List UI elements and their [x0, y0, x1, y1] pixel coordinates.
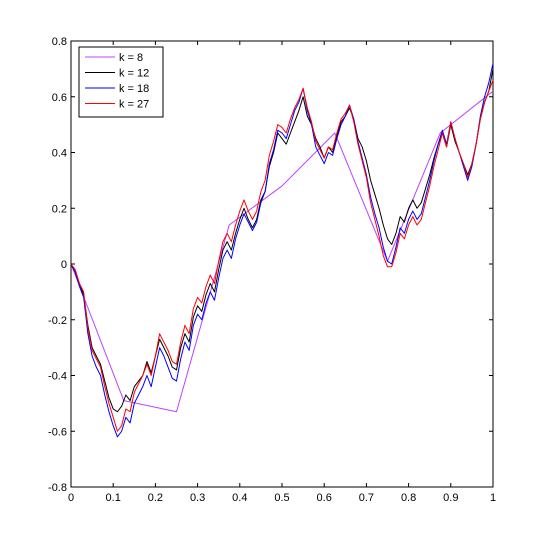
legend-label-3: k = 27	[119, 99, 149, 111]
legend-label-1: k = 12	[119, 68, 149, 80]
y-axis: -0.8 -0.6 -0.4 -0.2 0 0.2 0.4 0.6 0.8	[48, 36, 493, 494]
legend-label-0: k = 8	[119, 52, 143, 64]
y-tick-label: 0.4	[52, 148, 67, 160]
x-tick-label: 0.9	[443, 492, 458, 504]
y-tick-label: -0.2	[48, 315, 67, 327]
x-tick-label: 1	[490, 492, 496, 504]
x-tick-label: 0.3	[190, 492, 205, 504]
legend-label-2: k = 18	[119, 83, 149, 95]
y-tick-label: 0	[61, 259, 67, 271]
series-line-0	[70, 90, 494, 413]
series-line-2	[70, 63, 494, 438]
legend-box	[78, 46, 164, 118]
x-tick-label: 0.7	[359, 492, 374, 504]
y-tick-label: -0.8	[48, 482, 67, 494]
series-group	[70, 63, 494, 438]
x-tick-label: 0.1	[106, 492, 121, 504]
x-tick-label: 0.2	[148, 492, 163, 504]
y-tick-label: -0.4	[48, 371, 67, 383]
x-tick-label: 0	[68, 492, 74, 504]
y-tick-label: 0.8	[52, 36, 67, 48]
x-tick-label: 0.6	[317, 492, 332, 504]
y-tick-label: 0.2	[52, 203, 67, 215]
legend: k = 8 k = 12 k = 18 k = 27	[78, 46, 164, 118]
x-axis: 0 0.1 0.2 0.3 0.4 0.5 0.6 0.7 0.8 0.9 1	[68, 41, 496, 504]
x-tick-label: 0.4	[232, 492, 247, 504]
x-tick-label: 0.8	[401, 492, 416, 504]
x-tick-label: 0.5	[274, 492, 289, 504]
y-tick-label: -0.6	[48, 426, 67, 438]
series-line-3	[70, 79, 494, 432]
y-tick-label: 0.6	[52, 92, 67, 104]
